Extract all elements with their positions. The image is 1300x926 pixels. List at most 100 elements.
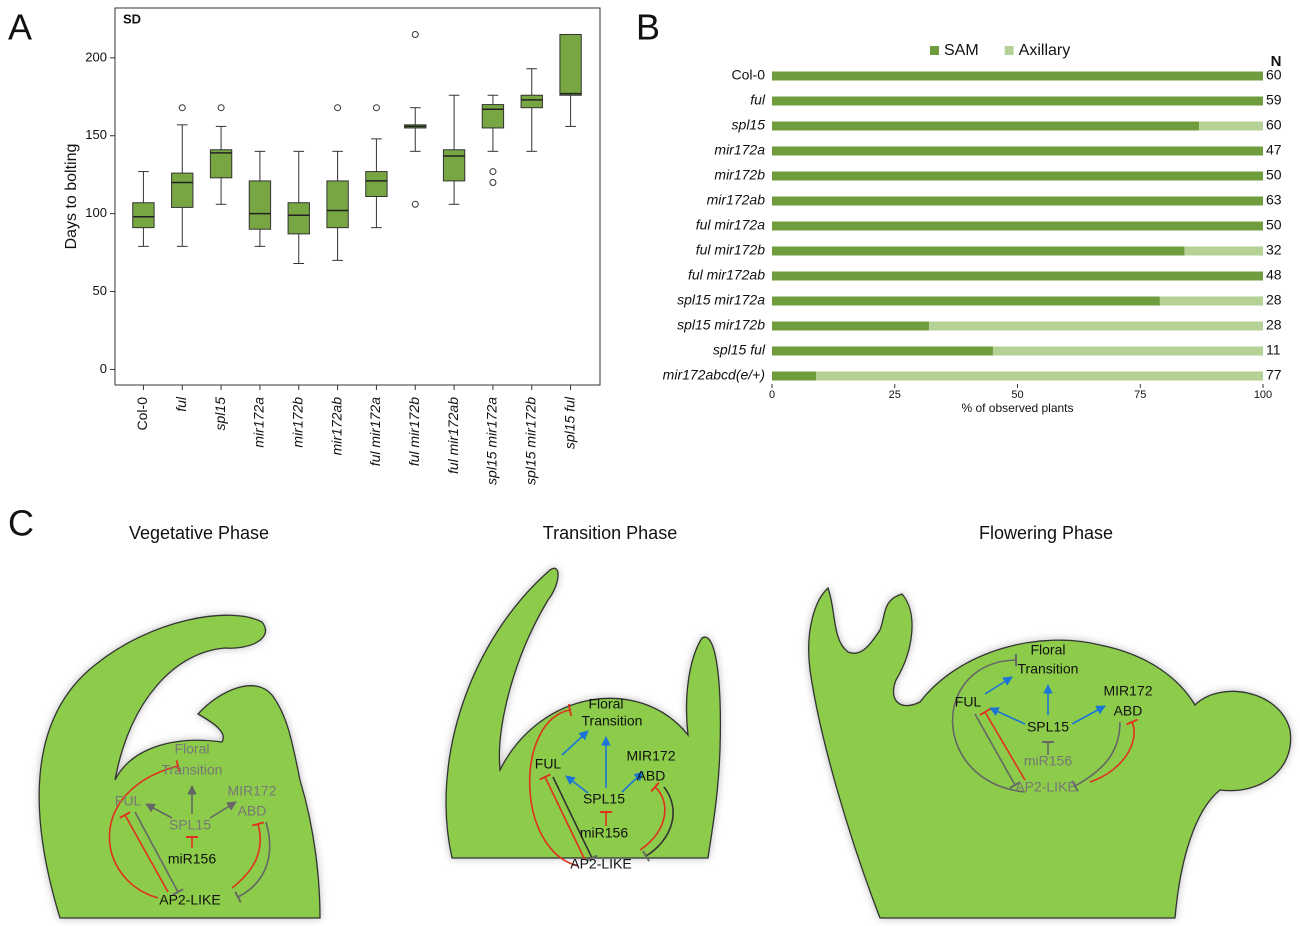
y-tick-label: 100 <box>85 205 107 220</box>
x-tick-label: ful mir172b <box>406 397 422 466</box>
x-tick-label: spl15 mir172b <box>522 397 538 485</box>
box <box>172 173 193 207</box>
node-label: ABD <box>637 768 666 784</box>
node-label: ABD <box>238 803 267 819</box>
panel-label: B <box>636 7 660 48</box>
box <box>210 150 231 178</box>
n-label: 50 <box>1266 217 1282 233</box>
bar-segment <box>1160 297 1263 306</box>
node-label: Transition <box>1018 661 1079 677</box>
n-label: 28 <box>1266 292 1282 308</box>
node-label: FUL <box>955 694 982 710</box>
outlier <box>373 105 379 111</box>
bar-segment <box>772 297 1160 306</box>
node-label: FUL <box>115 793 142 809</box>
category-label: spl15 ful <box>713 342 766 358</box>
node-label: miR156 <box>168 851 216 867</box>
x-tick-label: mir172b <box>289 397 305 448</box>
node-label: ABD <box>1114 703 1143 719</box>
bar-segment <box>772 272 1263 281</box>
n-label: 28 <box>1266 317 1282 333</box>
box <box>366 172 387 197</box>
node-label: AP2-LIKE <box>159 892 220 908</box>
bar-segment <box>772 347 993 356</box>
bar-segment <box>1199 122 1263 131</box>
outlier <box>490 169 496 175</box>
node-label: Floral <box>1030 642 1065 658</box>
category-label: mir172abcd(e/+) <box>663 367 765 383</box>
x-tick-label: 100 <box>1254 389 1272 401</box>
bar-segment <box>772 197 1263 206</box>
box <box>521 95 542 107</box>
n-label: 11 <box>1266 342 1281 358</box>
bar-segment <box>772 72 1263 81</box>
n-label: 60 <box>1266 117 1282 133</box>
category-label: ful mir172a <box>696 217 765 233</box>
node-label: MIR172 <box>1103 683 1152 699</box>
bar-segment <box>772 122 1199 131</box>
category-label: mir172a <box>714 142 765 158</box>
n-label: 47 <box>1266 142 1282 158</box>
outlier <box>412 201 418 207</box>
x-tick-label: mir172a <box>251 397 267 448</box>
node-label: FUL <box>535 756 562 772</box>
outlier <box>490 179 496 185</box>
y-tick-label: 150 <box>85 127 107 142</box>
category-label: ful mir172b <box>696 242 765 258</box>
phase-title: Vegetative Phase <box>129 523 269 543</box>
bar-segment <box>772 97 1263 106</box>
outlier <box>179 105 185 111</box>
bar-segment <box>993 347 1263 356</box>
box <box>249 181 270 229</box>
node-label: MIR172 <box>626 748 675 764</box>
legend-label: SAM <box>944 42 979 59</box>
legend-label: Axillary <box>1019 42 1071 59</box>
category-label: mir172ab <box>707 192 766 208</box>
box <box>288 203 309 234</box>
node-label: SPL15 <box>583 791 625 807</box>
box <box>560 34 581 95</box>
phase-title: Transition Phase <box>543 523 677 543</box>
n-label: 32 <box>1266 242 1282 258</box>
bar-segment <box>816 372 1263 381</box>
legend-swatch <box>930 46 939 55</box>
x-tick-label: 75 <box>1134 389 1146 401</box>
y-tick-label: 0 <box>100 361 107 376</box>
x-tick-label: spl15 mir172a <box>484 397 500 485</box>
bar-segment <box>772 372 816 381</box>
n-label: 60 <box>1266 67 1282 83</box>
category-label: mir172b <box>714 167 765 183</box>
outlier <box>412 31 418 37</box>
node-label: Floral <box>588 696 623 712</box>
category-label: spl15 <box>732 117 766 133</box>
x-tick-label: 25 <box>889 389 901 401</box>
bar-segment <box>772 147 1263 156</box>
category-label: ful mir172ab <box>688 267 765 283</box>
n-label: 50 <box>1266 167 1282 183</box>
node-label: AP2-LIKE <box>1015 779 1076 795</box>
node-label: AP2-LIKE <box>570 856 631 872</box>
bar-segment <box>772 247 1184 256</box>
annotation: SD <box>123 11 141 26</box>
bar-segment <box>772 322 929 331</box>
category-label: spl15 mir172b <box>677 317 765 333</box>
outlier <box>218 105 224 111</box>
x-tick-label: spl15 ful <box>561 396 577 449</box>
n-label: 63 <box>1266 192 1282 208</box>
category-label: ful <box>750 92 766 108</box>
box <box>482 105 503 128</box>
x-tick-label: ful mir172ab <box>445 397 461 474</box>
panel-label: A <box>8 7 32 48</box>
y-axis-label: Days to bolting <box>63 144 80 250</box>
node-label: Transition <box>162 762 223 778</box>
box <box>443 150 464 181</box>
x-axis-label: % of observed plants <box>961 401 1073 415</box>
x-tick-label: ful mir172a <box>367 397 383 466</box>
bar-segment <box>929 322 1263 331</box>
category-label: spl15 mir172a <box>677 292 765 308</box>
node-label: Transition <box>582 713 643 729</box>
y-tick-label: 50 <box>93 283 107 298</box>
box <box>327 181 348 228</box>
legend-swatch <box>1005 46 1014 55</box>
y-tick-label: 200 <box>85 49 107 64</box>
